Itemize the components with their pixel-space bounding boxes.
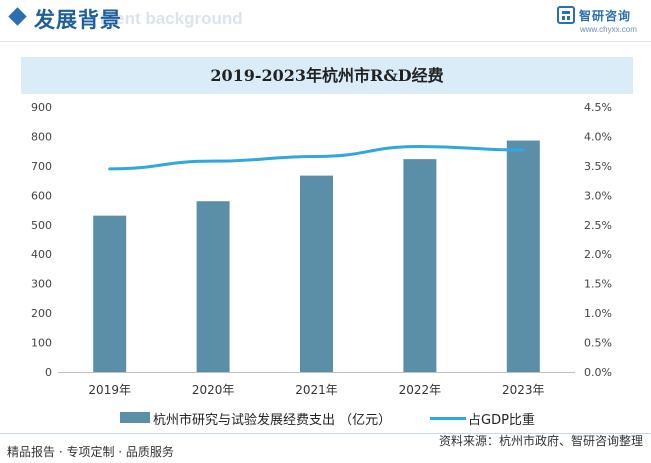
y-right-tick-label: 4.0% bbox=[584, 130, 612, 143]
data-source: 资料来源：杭州市政府、智研咨询整理 bbox=[438, 434, 643, 448]
bar-2022年 bbox=[403, 159, 437, 372]
legend-bar-label: 杭州市研究与试验发展经费支出 （亿元） bbox=[153, 413, 392, 428]
y-left-tick-label: 900 bbox=[31, 101, 52, 114]
y-right-tick-label: 3.5% bbox=[584, 160, 612, 173]
chart-title: 2019-2023年杭州市R&D经费 bbox=[210, 66, 444, 85]
y-right-tick-label: 0.0% bbox=[584, 366, 612, 379]
header: ment background 发展背景 智研咨询 www.chyxx.com bbox=[0, 0, 651, 42]
bar-2020年 bbox=[196, 201, 230, 372]
bar-2023年 bbox=[506, 140, 540, 372]
y-left-tick-label: 0 bbox=[45, 366, 52, 379]
gdp-share-line bbox=[108, 144, 525, 171]
x-tick-label: 2022年 bbox=[399, 383, 442, 397]
y-right-tick-label: 0.5% bbox=[584, 337, 612, 350]
y-left-tick-label: 200 bbox=[31, 307, 52, 320]
brand-logo-icon bbox=[557, 6, 575, 24]
y-left-tick-label: 400 bbox=[31, 248, 52, 261]
y-right-tick-label: 2.0% bbox=[584, 248, 612, 261]
y-right-tick-label: 4.5% bbox=[584, 101, 612, 114]
legend-line-swatch bbox=[430, 417, 466, 420]
header-divider bbox=[0, 41, 651, 42]
footer-tagline: 精品报告 · 专项定制 · 品质服务 bbox=[7, 445, 174, 459]
y-left-tick-label: 800 bbox=[31, 130, 52, 143]
y-right-tick-label: 3.0% bbox=[584, 189, 612, 202]
x-tick-label: 2023年 bbox=[502, 383, 545, 397]
footer-divider bbox=[0, 433, 651, 434]
brand-url: www.chyxx.com bbox=[580, 25, 637, 34]
brand-name: 智研咨询 bbox=[579, 9, 632, 23]
y-left-tick-label: 100 bbox=[31, 337, 52, 350]
y-right-tick-label: 1.0% bbox=[584, 307, 612, 320]
y-left-tick-label: 600 bbox=[31, 189, 52, 202]
bar-2019年 bbox=[93, 215, 127, 372]
y-right-tick-label: 2.5% bbox=[584, 219, 612, 232]
y-left-tick-label: 300 bbox=[31, 278, 52, 291]
y-right-tick-label: 1.5% bbox=[584, 278, 612, 291]
x-tick-label: 2020年 bbox=[192, 383, 235, 397]
legend-line-label: 占GDP比重 bbox=[468, 413, 535, 428]
section-title: 发展背景 bbox=[34, 8, 122, 32]
x-tick-label: 2019年 bbox=[88, 383, 131, 397]
y-left-tick-label: 700 bbox=[31, 160, 52, 173]
bar-2021年 bbox=[300, 175, 333, 372]
section-subtitle-watermark: ment background bbox=[100, 9, 243, 28]
chart-title-band: 2019-2023年杭州市R&D经费 bbox=[21, 57, 633, 94]
x-tick-label: 2021年 bbox=[295, 383, 338, 397]
y-left-tick-label: 500 bbox=[31, 219, 52, 232]
legend-bar-swatch bbox=[120, 412, 150, 423]
chart-legend: 杭州市研究与试验发展经费支出 （亿元） 占GDP比重 bbox=[0, 408, 651, 428]
